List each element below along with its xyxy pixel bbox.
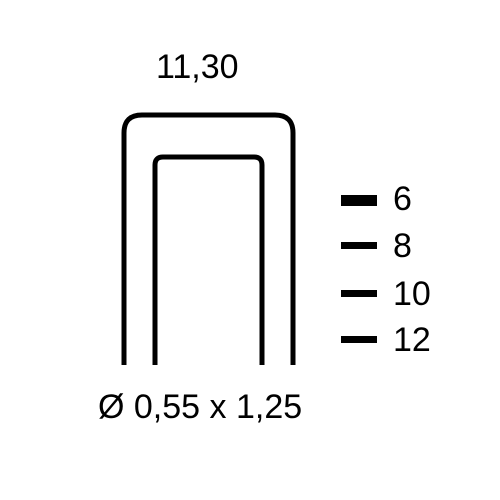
depth-label: 8	[393, 227, 412, 266]
depth-label: 10	[393, 275, 431, 314]
staple-diagram: 11,30 Ø 0,55 x 1,25 6 8 10 12	[0, 0, 500, 500]
depth-tick	[341, 195, 377, 206]
wire-gauge-label: Ø 0,55 x 1,25	[98, 388, 302, 427]
width-dimension-label: 11,30	[156, 48, 239, 87]
depth-tick	[341, 336, 377, 343]
depth-tick	[341, 242, 377, 249]
depth-label: 6	[393, 180, 412, 219]
depth-tick	[341, 290, 377, 297]
depth-label: 12	[393, 321, 431, 360]
